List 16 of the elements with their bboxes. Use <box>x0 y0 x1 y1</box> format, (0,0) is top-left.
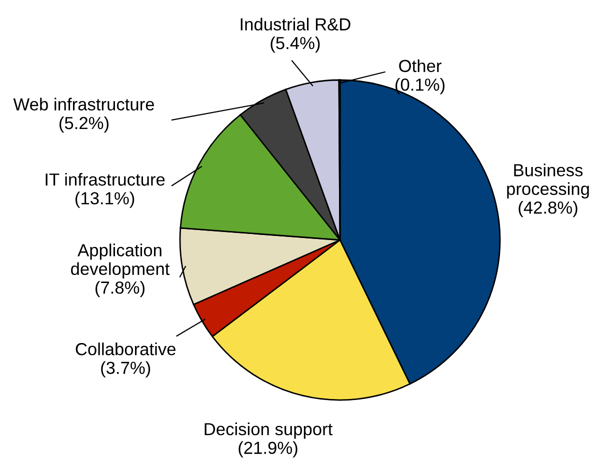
slice-label: Web infrastructure <box>13 98 154 111</box>
slice-label: Collaborative <box>76 342 176 356</box>
slice-label: Other <box>399 59 442 72</box>
data-label: (7.8%) <box>96 281 144 298</box>
slice-label: Industrial R&D <box>240 18 350 31</box>
data-label: (3.7%) <box>101 361 150 378</box>
slice-label: IT infrastructure <box>46 172 165 186</box>
data-label: (42.8%) <box>518 201 578 218</box>
data-label: (21.9%) <box>238 441 298 458</box>
slice-label: Business processing <box>507 164 589 198</box>
slice-label: Application development <box>71 244 170 278</box>
data-label: (5.2%) <box>60 116 108 133</box>
slice-label: Decision support <box>204 422 333 439</box>
data-label: (5.4%) <box>270 36 320 53</box>
data-label: (0.1%) <box>396 78 444 94</box>
data-label: (13.1%) <box>75 192 134 208</box>
